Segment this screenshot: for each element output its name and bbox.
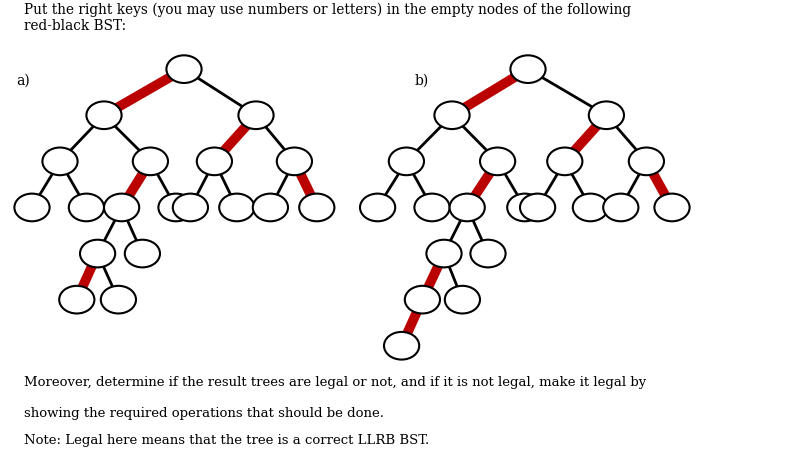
Text: Put the right keys (you may use numbers or letters) in the empty nodes of the fo: Put the right keys (you may use numbers … (24, 2, 631, 33)
Ellipse shape (104, 194, 139, 221)
Ellipse shape (238, 101, 274, 129)
Ellipse shape (405, 286, 440, 313)
Ellipse shape (277, 148, 312, 175)
Ellipse shape (42, 148, 78, 175)
Ellipse shape (629, 148, 664, 175)
Ellipse shape (125, 240, 160, 267)
Ellipse shape (450, 194, 485, 221)
Ellipse shape (434, 101, 470, 129)
Text: Note: Legal here means that the tree is a correct LLRB BST.: Note: Legal here means that the tree is … (24, 434, 430, 447)
Ellipse shape (510, 55, 546, 83)
Ellipse shape (384, 332, 419, 360)
Ellipse shape (360, 194, 395, 221)
Text: Moreover, determine if the result trees are legal or not, and if it is not legal: Moreover, determine if the result trees … (24, 376, 646, 389)
Ellipse shape (101, 286, 136, 313)
Ellipse shape (654, 194, 690, 221)
Ellipse shape (389, 148, 424, 175)
Ellipse shape (69, 194, 104, 221)
Ellipse shape (507, 194, 542, 221)
Ellipse shape (253, 194, 288, 221)
Text: b): b) (414, 74, 429, 88)
Ellipse shape (299, 194, 334, 221)
Ellipse shape (59, 286, 94, 313)
Ellipse shape (158, 194, 194, 221)
Ellipse shape (166, 55, 202, 83)
Ellipse shape (603, 194, 638, 221)
Ellipse shape (80, 240, 115, 267)
Ellipse shape (173, 194, 208, 221)
Ellipse shape (414, 194, 450, 221)
Ellipse shape (480, 148, 515, 175)
Ellipse shape (219, 194, 254, 221)
Ellipse shape (520, 194, 555, 221)
Ellipse shape (426, 240, 462, 267)
Ellipse shape (14, 194, 50, 221)
Ellipse shape (445, 286, 480, 313)
Ellipse shape (573, 194, 608, 221)
Ellipse shape (197, 148, 232, 175)
Ellipse shape (470, 240, 506, 267)
Text: showing the required operations that should be done.: showing the required operations that sho… (24, 407, 384, 420)
Ellipse shape (589, 101, 624, 129)
Ellipse shape (86, 101, 122, 129)
Text: a): a) (16, 74, 30, 88)
Ellipse shape (547, 148, 582, 175)
Ellipse shape (133, 148, 168, 175)
